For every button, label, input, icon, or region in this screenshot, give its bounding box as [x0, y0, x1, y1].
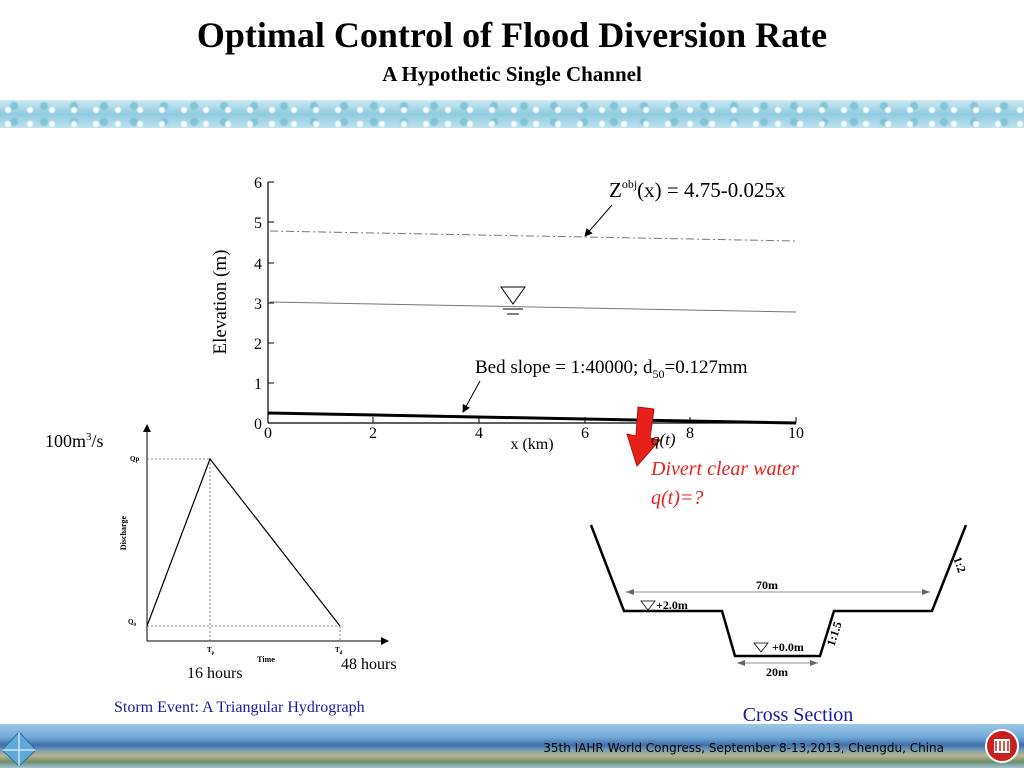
y-tick-label: 2	[254, 336, 262, 353]
footer-text: 35th IAHR World Congress, September 8-13…	[543, 741, 944, 755]
hydrograph: 100m3/s Qp Q0 Tp Td Time Discharge 16 ho…	[45, 424, 397, 716]
water-surface-line	[269, 301, 797, 313]
floodplain-level-icon	[640, 600, 656, 611]
congress-logo-icon	[1, 731, 37, 767]
objective-leader	[584, 204, 613, 237]
profile-x-label: x (km)	[510, 436, 553, 453]
outer-slope-label: 1:2	[950, 555, 969, 575]
x-tick-label: 2	[369, 425, 377, 442]
y-tick-label: 5	[254, 215, 262, 232]
qt-label: q(t)	[651, 430, 676, 449]
x-tick-label: 8	[686, 425, 694, 442]
td-hours: 48 hours	[341, 656, 397, 673]
bed-slope-text: Bed slope = 1:40000; d50=0.127mm	[475, 357, 748, 381]
bed-level-icon	[753, 642, 769, 653]
cross-section-profile	[589, 524, 968, 658]
y-tick-label: 0	[254, 416, 262, 433]
qp-label: Qp	[130, 455, 139, 463]
objective-line	[269, 230, 797, 242]
university-logo-icon	[985, 729, 1019, 763]
y-tick-label: 6	[254, 175, 262, 192]
x-tick-label: 6	[581, 425, 589, 442]
divert-line-2: q(t)=?	[651, 487, 703, 509]
y-tick-label: 3	[254, 296, 262, 313]
objective-formula: Zobj(x) = 4.75-0.025x	[609, 177, 786, 202]
bed-level-label: +0.0m	[772, 640, 804, 654]
x-tick-label: 4	[475, 425, 483, 442]
tp-hours: 16 hours	[187, 665, 243, 682]
hydrograph-triangle	[146, 457, 341, 627]
cross-section-caption: Cross Section	[743, 704, 854, 726]
floodplain-level-label: +2.0m	[656, 598, 688, 612]
cross-section: 70m 20m +2.0m +0.0m 1:2 1:1.5 Cross Sect…	[589, 524, 969, 726]
q0-label: Q0	[128, 618, 136, 628]
td-label: Td	[335, 646, 343, 656]
slide-subtitle: A Hypothetic Single Channel	[382, 62, 642, 86]
bed-line	[267, 411, 797, 425]
footer-banner	[0, 724, 1024, 768]
bottom-width-label: 20m	[766, 665, 788, 679]
inner-slope-label: 1:1.5	[824, 620, 845, 648]
hydrograph-x-label: Time	[257, 655, 275, 664]
y-tick-label: 1	[254, 376, 262, 393]
top-width-label: 70m	[756, 578, 778, 592]
x-tick-label: 10	[788, 425, 804, 442]
divert-line-1: Divert clear water	[650, 458, 799, 480]
slide-title: Optimal Control of Flood Diversion Rate	[196, 15, 828, 55]
tp-label: Tp	[207, 646, 215, 656]
profile-chart: 0 1 2 3 4 5 6 0 2 4 6 8 10 x (km) Elevat…	[210, 175, 804, 467]
y-tick-label: 4	[254, 256, 262, 273]
x-tick-label: 0	[264, 425, 272, 442]
profile-y-label: Elevation (m)	[210, 250, 231, 355]
bed-slope-leader	[462, 380, 481, 413]
divert-arrow-icon	[626, 406, 661, 467]
hydrograph-caption: Storm Event: A Triangular Hydrograph	[114, 699, 365, 716]
hydrograph-scale: 100m3/s	[45, 431, 104, 451]
water-banner	[0, 100, 1024, 128]
hydrograph-y-label: Discharge	[119, 515, 128, 550]
water-level-symbol	[500, 286, 526, 315]
